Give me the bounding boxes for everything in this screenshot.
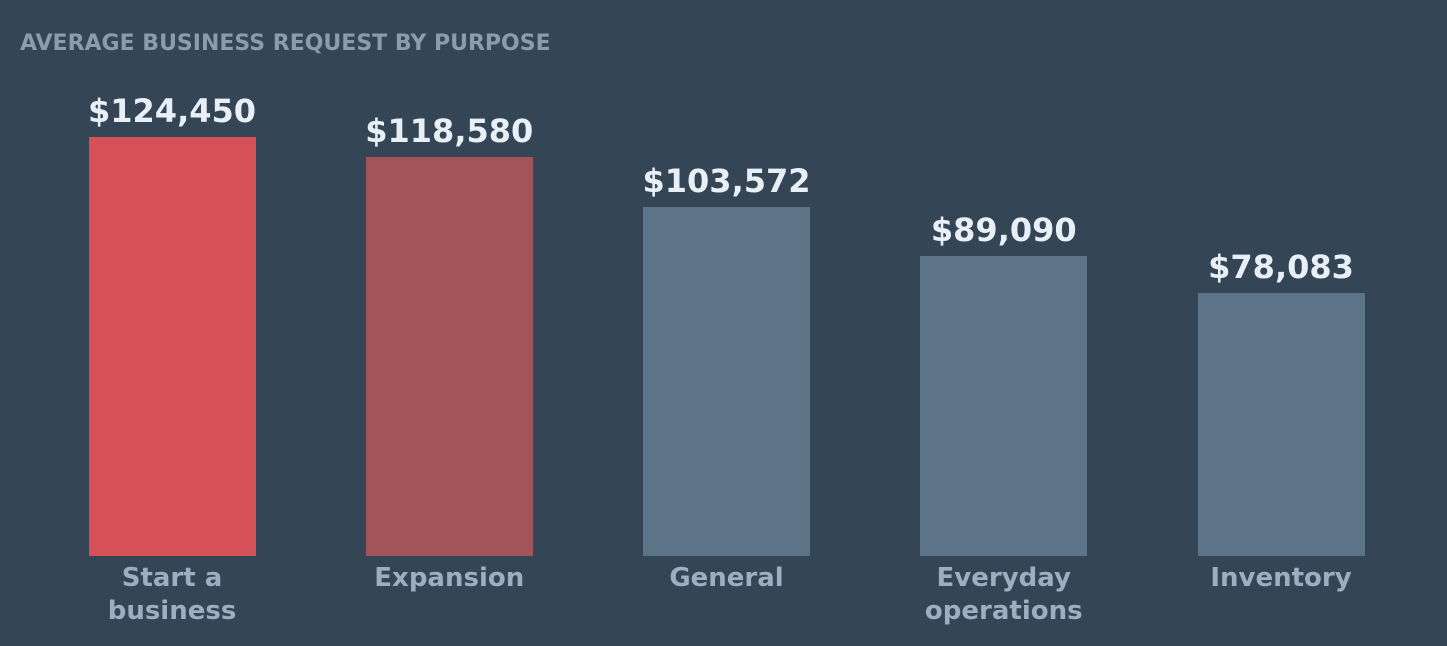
x-tick-label: Expansion: [374, 563, 525, 593]
bar: [365, 156, 533, 556]
value-label: $124,450: [88, 92, 257, 130]
value-label: $103,572: [642, 162, 811, 201]
bar: [1197, 293, 1365, 556]
value-label: $89,090: [930, 211, 1077, 250]
x-tick-label: Start a business: [107, 563, 237, 626]
chart-title: AVERAGE BUSINESS REQUEST BY PURPOSE: [20, 31, 551, 56]
bar: [88, 137, 256, 556]
x-tick-label: Everyday operations: [924, 563, 1083, 626]
bar: [643, 207, 811, 556]
x-tick-label: Inventory: [1210, 563, 1352, 593]
value-label: $118,580: [365, 111, 534, 150]
value-label: $78,083: [1208, 248, 1354, 287]
x-tick-label: General: [669, 563, 784, 593]
bar: [920, 256, 1088, 556]
